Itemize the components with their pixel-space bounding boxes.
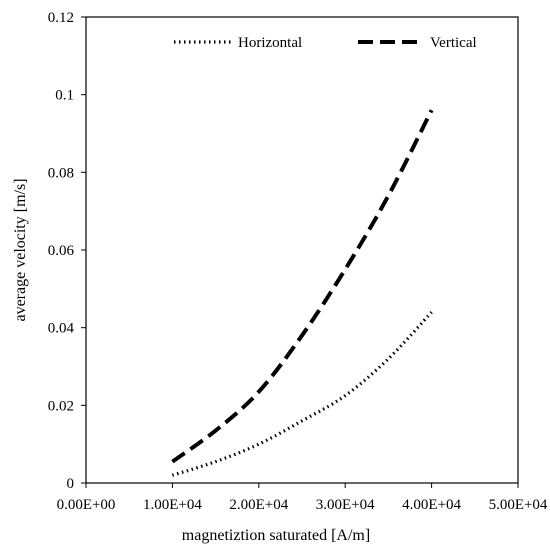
- y-tick-label: 0.04: [48, 321, 75, 337]
- legend-label-vertical: Vertical: [430, 35, 477, 51]
- x-axis-ticks: 0.00E+00 1.00E+04 2.00E+04 3.00E+04 4.00E+04…: [57, 483, 548, 513]
- y-axis-title: average velocity [m/s]: [12, 178, 29, 321]
- x-tick-label: 1.00E+04: [143, 497, 202, 513]
- y-axis-ticks: 0 0.02 0.04 0.06 0.08 0.1 0.12: [48, 10, 86, 492]
- x-tick-label: 5.00E+04: [489, 497, 548, 513]
- x-tick-label: 4.00E+04: [402, 497, 461, 513]
- series-line-vertical: [171, 109, 434, 464]
- x-tick-label: 3.00E+04: [316, 497, 375, 513]
- series-layer: [171, 109, 434, 477]
- y-tick-label: 0.1: [55, 88, 74, 104]
- x-axis-title: magnetiztion saturated [A/m]: [182, 527, 370, 544]
- legend: Horizontal Vertical: [174, 35, 477, 51]
- y-tick-label: 0: [67, 476, 75, 492]
- series-line-horizontal: [171, 311, 433, 477]
- legend-label-horizontal: Horizontal: [238, 35, 302, 51]
- y-tick-label: 0.08: [48, 165, 74, 181]
- y-tick-label: 0.06: [48, 243, 75, 259]
- y-tick-label: 0.02: [48, 398, 74, 414]
- x-tick-label: 2.00E+04: [229, 497, 288, 513]
- y-tick-label: 0.12: [48, 10, 74, 26]
- x-tick-label: 0.00E+00: [57, 497, 116, 513]
